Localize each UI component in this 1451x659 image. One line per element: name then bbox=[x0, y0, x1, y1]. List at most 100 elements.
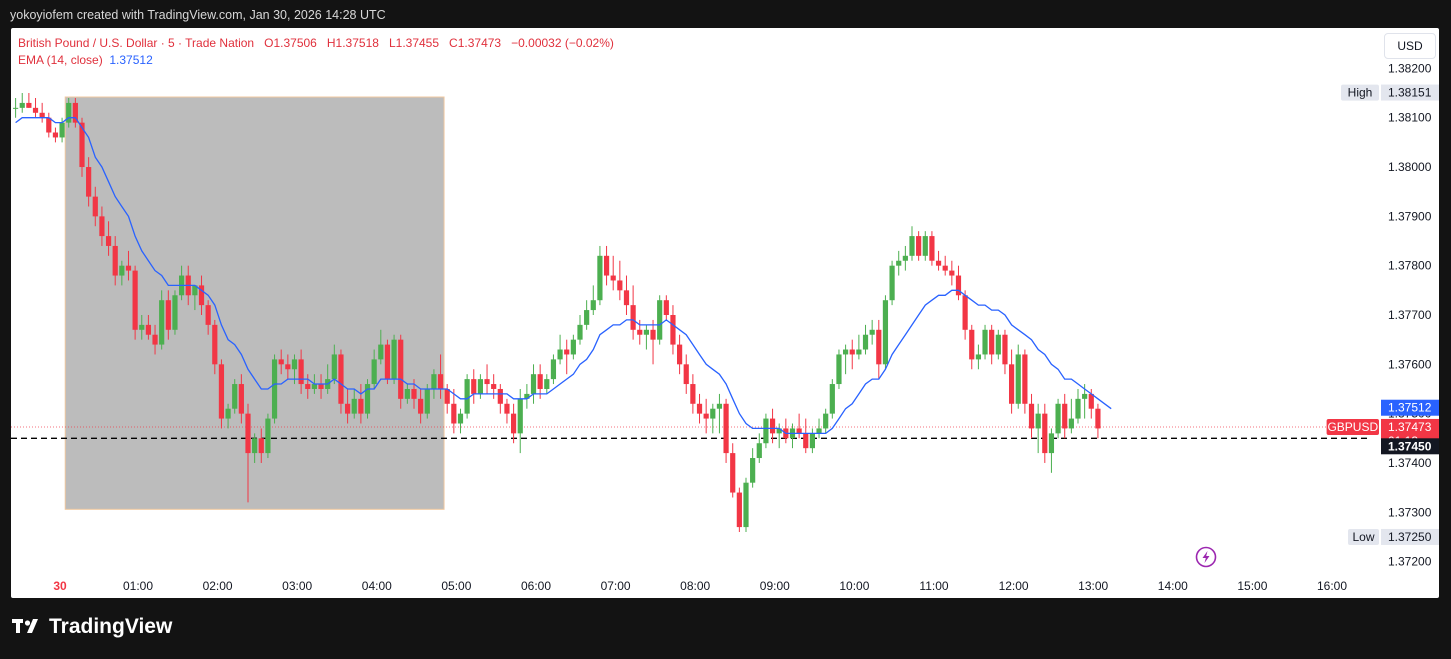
candle-body bbox=[172, 295, 178, 330]
candle-body bbox=[710, 408, 716, 419]
candle bbox=[132, 265, 138, 340]
time-axis[interactable]: 30 01:00 02:00 03:00 04:00 05:00 06:00 07:00 08:… bbox=[53, 579, 1347, 593]
candle bbox=[391, 334, 397, 385]
candle bbox=[72, 97, 78, 128]
time-tick-label: 11:00 bbox=[919, 579, 948, 593]
candle-body bbox=[318, 384, 324, 389]
candle-body bbox=[650, 329, 656, 340]
candle-body bbox=[291, 359, 298, 370]
candle-body bbox=[265, 418, 271, 454]
candle bbox=[856, 334, 862, 360]
candle bbox=[570, 334, 576, 360]
candle-body bbox=[504, 403, 510, 414]
candle bbox=[125, 250, 132, 281]
currency-button[interactable]: USD bbox=[1384, 33, 1436, 59]
candle bbox=[969, 324, 975, 370]
dashed-level-bg bbox=[1381, 438, 1439, 455]
high-tag-value-bg bbox=[1381, 84, 1439, 101]
candle-body bbox=[630, 305, 636, 330]
candle bbox=[995, 329, 1001, 360]
ema-value: 1.37512 bbox=[109, 53, 153, 67]
candle bbox=[152, 324, 158, 355]
candle-body bbox=[218, 364, 225, 419]
candle bbox=[530, 364, 537, 404]
candle-body bbox=[1015, 354, 1021, 404]
price-tick-label: 1.37400 bbox=[1388, 456, 1432, 470]
candle-body bbox=[497, 388, 503, 404]
candle bbox=[909, 226, 915, 261]
candle bbox=[172, 290, 178, 335]
candle-body bbox=[663, 300, 669, 315]
candle bbox=[159, 290, 165, 350]
candle bbox=[902, 245, 908, 271]
candle-body bbox=[677, 344, 683, 365]
candle-body bbox=[444, 388, 450, 404]
price-tick-label: 1.38200 bbox=[1388, 61, 1432, 75]
candle-body bbox=[165, 300, 171, 330]
candle bbox=[597, 245, 603, 306]
candle bbox=[889, 260, 895, 306]
candle-body bbox=[152, 334, 158, 345]
candle-body bbox=[530, 374, 537, 394]
low-tag-label: Low bbox=[1352, 530, 1374, 544]
candle-body bbox=[696, 403, 703, 414]
candle bbox=[504, 398, 510, 424]
candle-body bbox=[975, 354, 981, 360]
symbol-title[interactable]: British Pound / U.S. Dollar · 5 · Trade … bbox=[18, 36, 255, 50]
candle bbox=[550, 354, 557, 385]
candle-body bbox=[730, 453, 736, 493]
candle bbox=[823, 408, 829, 434]
candle bbox=[862, 324, 869, 355]
candle bbox=[657, 295, 663, 345]
candle bbox=[371, 349, 377, 389]
alert-icon-group[interactable] bbox=[1195, 546, 1217, 568]
price-tick-label: 1.37800 bbox=[1388, 259, 1432, 273]
candle bbox=[1022, 349, 1028, 414]
symbol-legend: British Pound / U.S. Dollar · 5 · Trade … bbox=[18, 36, 614, 50]
candle bbox=[590, 285, 596, 315]
candle bbox=[1042, 403, 1048, 463]
candle-body bbox=[796, 428, 802, 434]
low-tag-label-bg bbox=[1348, 528, 1379, 545]
candle-body bbox=[723, 403, 729, 454]
candle bbox=[39, 102, 45, 123]
candle-body bbox=[338, 354, 344, 404]
candle-body bbox=[159, 300, 165, 345]
candle-body bbox=[982, 329, 988, 355]
candle bbox=[92, 186, 98, 227]
ema-legend[interactable]: EMA (14, close) 1.37512 bbox=[18, 53, 153, 67]
candle-body bbox=[862, 334, 869, 350]
candle-body bbox=[610, 275, 616, 281]
candle bbox=[756, 433, 762, 463]
candle bbox=[345, 388, 351, 424]
candle-body bbox=[922, 236, 928, 256]
chart-panel[interactable]: 30 01:00 02:00 03:00 04:00 05:00 06:00 07:00 08:… bbox=[11, 28, 1439, 598]
candle-body bbox=[72, 102, 78, 123]
price-axis[interactable]: 1.372001.373001.374001.375001.376001.377… bbox=[1388, 61, 1432, 568]
candle-body bbox=[869, 329, 875, 335]
candle bbox=[1075, 388, 1081, 424]
change-value: −0.00032 (−0.02%) bbox=[511, 36, 614, 50]
candle-body bbox=[1048, 433, 1055, 454]
candle bbox=[716, 393, 723, 434]
candle-body bbox=[66, 102, 72, 123]
candle bbox=[1015, 344, 1021, 409]
candle bbox=[650, 319, 656, 365]
candle bbox=[1095, 403, 1101, 439]
candle bbox=[457, 408, 464, 434]
lightning-icon bbox=[1202, 551, 1210, 563]
candle bbox=[384, 339, 391, 385]
candle-body bbox=[1055, 403, 1061, 434]
candle-body bbox=[105, 236, 112, 246]
candlestick-chart[interactable]: 30 01:00 02:00 03:00 04:00 05:00 06:00 07:00 08:… bbox=[11, 28, 1439, 598]
candle-body bbox=[398, 339, 404, 399]
candle-body bbox=[769, 418, 776, 434]
candle bbox=[1055, 398, 1061, 439]
candle bbox=[610, 255, 616, 291]
candle-body bbox=[311, 384, 317, 389]
candle-body bbox=[803, 433, 809, 449]
candle-body bbox=[577, 324, 583, 340]
candle bbox=[935, 250, 942, 271]
candle-body bbox=[1088, 393, 1094, 409]
candle bbox=[511, 403, 517, 444]
